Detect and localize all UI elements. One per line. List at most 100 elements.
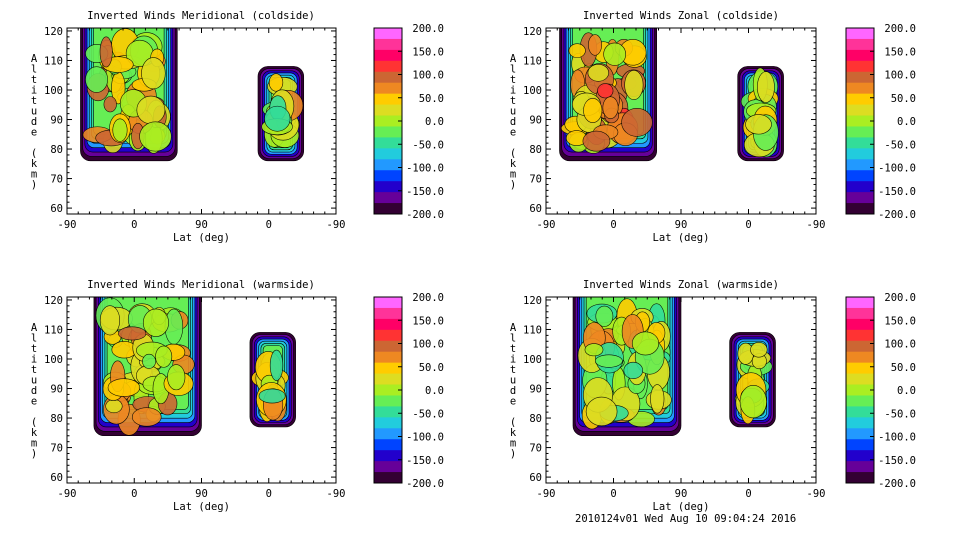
y-axis-label-char: d <box>31 385 37 397</box>
colorbar-swatch <box>374 406 402 418</box>
colorbar-tick-label: -50.0 <box>412 408 444 420</box>
colorbar-swatch <box>846 82 874 95</box>
x-tick-label: 90 <box>195 488 208 500</box>
colorbar-swatch <box>846 340 874 353</box>
colorbar-tick-label: -200.0 <box>406 478 444 490</box>
colorbar-swatch <box>846 417 874 429</box>
y-axis-label-char: t <box>510 74 516 86</box>
colorbar-swatch <box>374 307 402 320</box>
colorbar-swatch <box>374 71 402 84</box>
colorbar-tick-label: 200.0 <box>412 23 444 35</box>
colorbar-swatch <box>374 395 402 407</box>
y-axis-label-char: A <box>510 53 517 65</box>
colorbar-tick-label: -150.0 <box>878 186 916 198</box>
y-axis-label-char: i <box>510 354 516 366</box>
colorbar-tick-label: 150.0 <box>884 315 916 327</box>
colorbar-swatch <box>374 82 402 95</box>
y-tick-label: 120 <box>523 26 542 38</box>
contour-blob <box>595 305 614 327</box>
y-tick-label: 70 <box>529 443 542 455</box>
y-axis-label-char: d <box>510 385 516 397</box>
colorbar-swatch <box>374 340 402 353</box>
colorbar-swatch <box>374 384 402 396</box>
y-axis-label-char: ( <box>510 417 516 429</box>
colorbar-swatch <box>374 362 402 375</box>
data-block-2 <box>257 66 305 162</box>
colorbar: 200.0 150.0 100.0 50.0 0.0 -50.0 -100.0 -150.0 -… <box>845 292 916 490</box>
colorbar-tick-label: -100.0 <box>878 432 916 444</box>
colorbar-swatch <box>374 49 402 62</box>
y-axis-label-char: ) <box>510 179 516 191</box>
x-tick-label: -90 <box>537 219 556 231</box>
data-block-1 <box>559 28 657 162</box>
x-tick-label: -90 <box>58 488 77 500</box>
x-tick-label: 0 <box>745 219 751 231</box>
y-tick-label: 90 <box>50 115 63 127</box>
data-block-1 <box>93 297 202 437</box>
x-tick-label: 0 <box>131 488 137 500</box>
y-axis-label-char: A <box>510 322 517 334</box>
contour-blob <box>585 396 618 427</box>
y-axis-label-char: t <box>510 364 516 376</box>
y-tick-label: 120 <box>44 295 63 307</box>
chart-panel-2: 60 70 80 90 100 110 120 -90 0 90 0 -90 Inverted Wind… <box>510 10 916 244</box>
contour-blob <box>624 70 644 100</box>
contour-blob <box>112 118 128 142</box>
colorbar-swatch <box>374 203 402 215</box>
colorbar-tick-label: -50.0 <box>884 139 916 151</box>
x-tick-label: 0 <box>610 488 616 500</box>
colorbar-swatch <box>374 104 402 117</box>
y-axis-label-char: u <box>510 106 516 118</box>
colorbar-swatch <box>846 104 874 117</box>
y-tick-label: 80 <box>50 144 63 156</box>
y-axis-label-char: l <box>31 333 37 345</box>
colorbar-tick-label: -200.0 <box>878 209 916 221</box>
y-axis-label-char: l <box>510 64 516 76</box>
y-axis-label-char: l <box>31 64 37 76</box>
contour-blob <box>594 354 623 368</box>
x-tick-label: 90 <box>195 219 208 231</box>
y-axis-label-char: A <box>31 322 38 334</box>
contour-blob <box>582 130 611 152</box>
colorbar-swatch <box>846 297 874 309</box>
colorbar-swatch <box>374 93 402 106</box>
x-tick-label: -90 <box>807 488 826 500</box>
contour-blob <box>107 378 141 397</box>
y-axis-label-char: e <box>510 396 516 408</box>
colorbar-tick-label: 0.0 <box>425 385 444 397</box>
contour-blob <box>269 349 284 381</box>
colorbar-swatch <box>846 351 874 364</box>
colorbar-swatch <box>374 192 402 204</box>
colorbar-swatch <box>846 60 874 73</box>
x-tick-label: -90 <box>58 219 77 231</box>
contour-blob <box>621 107 653 137</box>
colorbar-swatch <box>846 318 874 331</box>
contour-blob <box>757 71 775 103</box>
colorbar-swatch <box>374 373 402 386</box>
colorbar: 200.0 150.0 100.0 50.0 0.0 -50.0 -100.0 -150.0 -… <box>845 23 916 221</box>
y-tick-label: 100 <box>523 354 542 366</box>
contour-blob <box>739 385 767 419</box>
x-axis-label: Lat (deg) <box>173 232 230 244</box>
contour-blob <box>745 114 772 135</box>
colorbar-swatch <box>846 395 874 407</box>
colorbar-swatch <box>374 60 402 73</box>
x-tick-label: -90 <box>537 488 556 500</box>
y-axis-label-char: t <box>31 364 37 376</box>
y-axis-label-char: m <box>31 438 37 450</box>
y-axis-label-char: t <box>510 343 516 355</box>
y-axis-label-char: l <box>510 333 516 345</box>
y-axis-label-char: t <box>31 95 37 107</box>
colorbar-tick-label: -100.0 <box>406 432 444 444</box>
colorbar-swatch <box>846 38 874 51</box>
contour-blob <box>99 36 113 68</box>
x-tick-label: 0 <box>610 219 616 231</box>
y-tick-label: 60 <box>50 472 63 484</box>
contour-blob <box>142 308 169 337</box>
chart-panel-1: 60 70 80 90 100 110 120 -90 0 90 0 -90 Inverted Wind… <box>31 10 444 244</box>
x-tick-label: 0 <box>266 219 272 231</box>
contour-blob <box>631 331 660 356</box>
